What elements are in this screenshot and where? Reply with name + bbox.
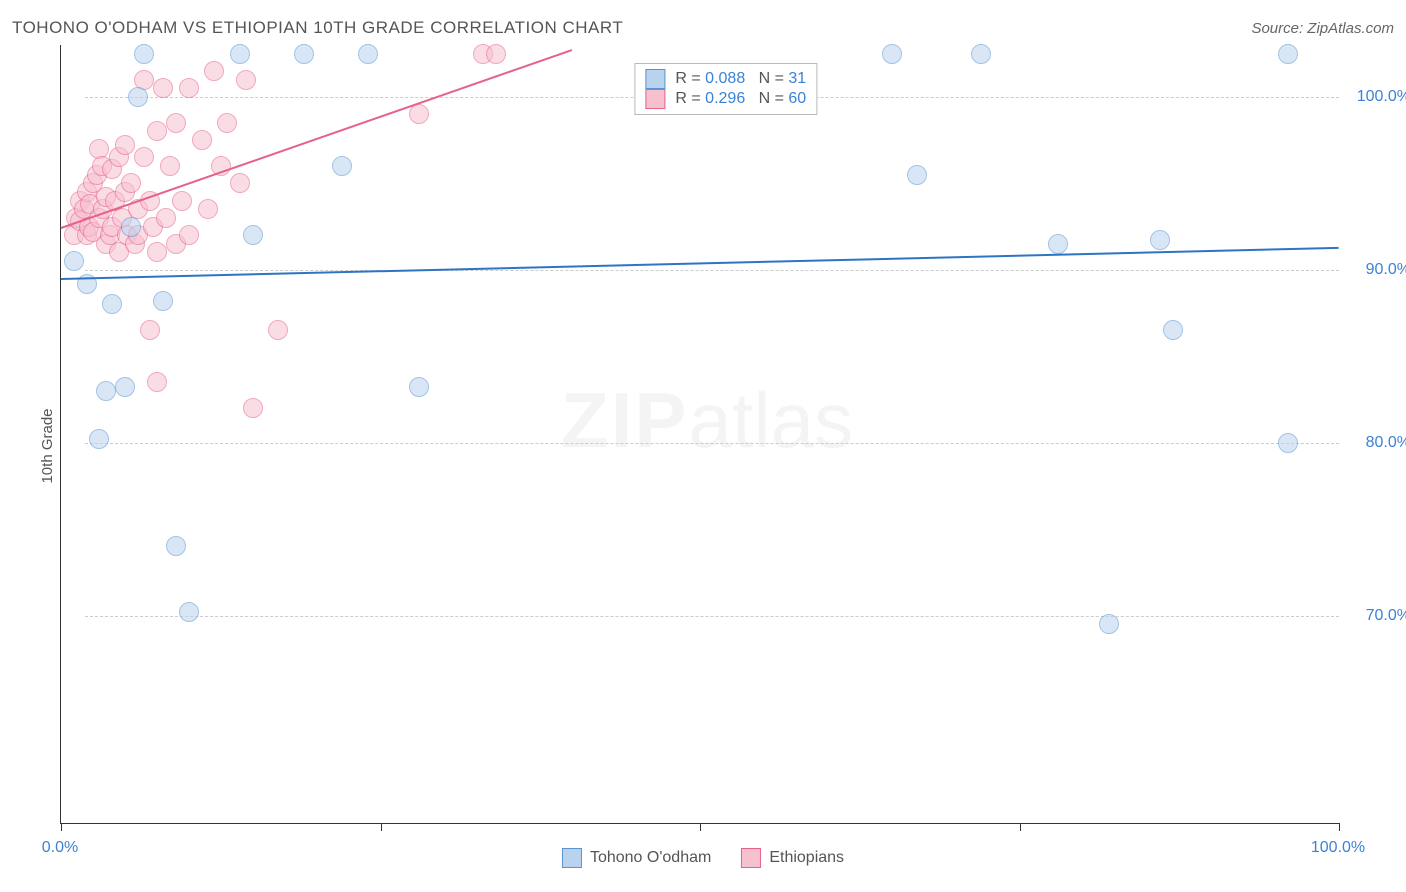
data-point-ethiopians: [156, 208, 176, 228]
stats-row-tohono: R = 0.088 N = 31: [645, 69, 806, 89]
data-point-tohono: [971, 44, 991, 64]
data-point-tohono: [89, 429, 109, 449]
watermark-rest: atlas: [688, 376, 853, 464]
data-point-ethiopians: [160, 156, 180, 176]
legend-item-ethiopians: Ethiopians: [741, 848, 844, 868]
x-tick: [1020, 823, 1021, 831]
data-point-ethiopians: [140, 320, 160, 340]
gridline-h: [85, 443, 1339, 444]
x-tick-label: 100.0%: [1311, 839, 1365, 857]
data-point-ethiopians: [236, 70, 256, 90]
data-point-tohono: [332, 156, 352, 176]
data-point-ethiopians: [486, 44, 506, 64]
trendline-tohono: [61, 247, 1339, 280]
y-tick-label: 80.0%: [1349, 434, 1406, 452]
data-point-ethiopians: [179, 225, 199, 245]
data-point-tohono: [179, 602, 199, 622]
data-point-tohono: [1048, 234, 1068, 254]
swatch-tohono: [645, 69, 665, 89]
data-point-ethiopians: [153, 78, 173, 98]
data-point-tohono: [294, 44, 314, 64]
data-point-ethiopians: [147, 121, 167, 141]
data-point-tohono: [64, 251, 84, 271]
stats-legend: R = 0.088 N = 31 R = 0.296 N = 60: [634, 63, 817, 115]
x-tick: [700, 823, 701, 831]
data-point-tohono: [409, 377, 429, 397]
data-point-ethiopians: [198, 199, 218, 219]
y-axis-label: 10th Grade: [39, 408, 56, 483]
data-point-ethiopians: [243, 398, 263, 418]
swatch-ethiopians: [645, 89, 665, 109]
data-point-tohono: [1278, 433, 1298, 453]
data-point-tohono: [102, 294, 122, 314]
data-point-ethiopians: [204, 61, 224, 81]
y-tick-label: 100.0%: [1349, 88, 1406, 106]
swatch-ethiopians: [741, 848, 761, 868]
data-point-tohono: [1278, 44, 1298, 64]
data-point-ethiopians: [172, 191, 192, 211]
data-point-ethiopians: [147, 372, 167, 392]
y-tick-label: 90.0%: [1349, 261, 1406, 279]
plot-area: ZIPatlas 100.0%90.0%80.0%70.0% R = 0.088…: [60, 45, 1339, 824]
data-point-tohono: [1099, 614, 1119, 634]
chart-title: TOHONO O'ODHAM VS ETHIOPIAN 10TH GRADE C…: [12, 18, 623, 38]
data-point-ethiopians: [166, 113, 186, 133]
data-point-tohono: [134, 44, 154, 64]
y-tick-label: 70.0%: [1349, 607, 1406, 625]
data-point-tohono: [128, 87, 148, 107]
data-point-ethiopians: [147, 242, 167, 262]
x-tick-label: 0.0%: [42, 839, 78, 857]
data-point-tohono: [358, 44, 378, 64]
data-point-ethiopians: [409, 104, 429, 124]
data-point-tohono: [1163, 320, 1183, 340]
data-point-ethiopians: [134, 147, 154, 167]
data-point-tohono: [1150, 230, 1170, 250]
legend-label: Tohono O'odham: [590, 849, 711, 867]
gridline-h: [85, 616, 1339, 617]
data-point-tohono: [882, 44, 902, 64]
data-point-tohono: [121, 217, 141, 237]
swatch-tohono: [562, 848, 582, 868]
gridline-h: [85, 270, 1339, 271]
data-point-ethiopians: [115, 135, 135, 155]
data-point-tohono: [153, 291, 173, 311]
x-tick: [1339, 823, 1340, 831]
data-point-tohono: [230, 44, 250, 64]
data-point-ethiopians: [179, 78, 199, 98]
legend-label: Ethiopians: [769, 849, 844, 867]
watermark: ZIPatlas: [561, 375, 853, 466]
data-point-tohono: [115, 377, 135, 397]
data-point-ethiopians: [217, 113, 237, 133]
x-tick: [381, 823, 382, 831]
data-point-tohono: [907, 165, 927, 185]
data-point-ethiopians: [192, 130, 212, 150]
watermark-zip: ZIP: [561, 376, 688, 464]
series-legend: Tohono O'odham Ethiopians: [562, 848, 844, 868]
data-point-tohono: [166, 536, 186, 556]
data-point-ethiopians: [268, 320, 288, 340]
data-point-tohono: [243, 225, 263, 245]
stats-row-ethiopians: R = 0.296 N = 60: [645, 89, 806, 109]
data-point-tohono: [96, 381, 116, 401]
source-attribution: Source: ZipAtlas.com: [1251, 20, 1394, 37]
data-point-ethiopians: [230, 173, 250, 193]
legend-item-tohono: Tohono O'odham: [562, 848, 711, 868]
data-point-ethiopians: [121, 173, 141, 193]
stats-text: R = 0.296 N = 60: [671, 90, 806, 108]
stats-text: R = 0.088 N = 31: [671, 70, 806, 88]
x-tick: [61, 823, 62, 831]
